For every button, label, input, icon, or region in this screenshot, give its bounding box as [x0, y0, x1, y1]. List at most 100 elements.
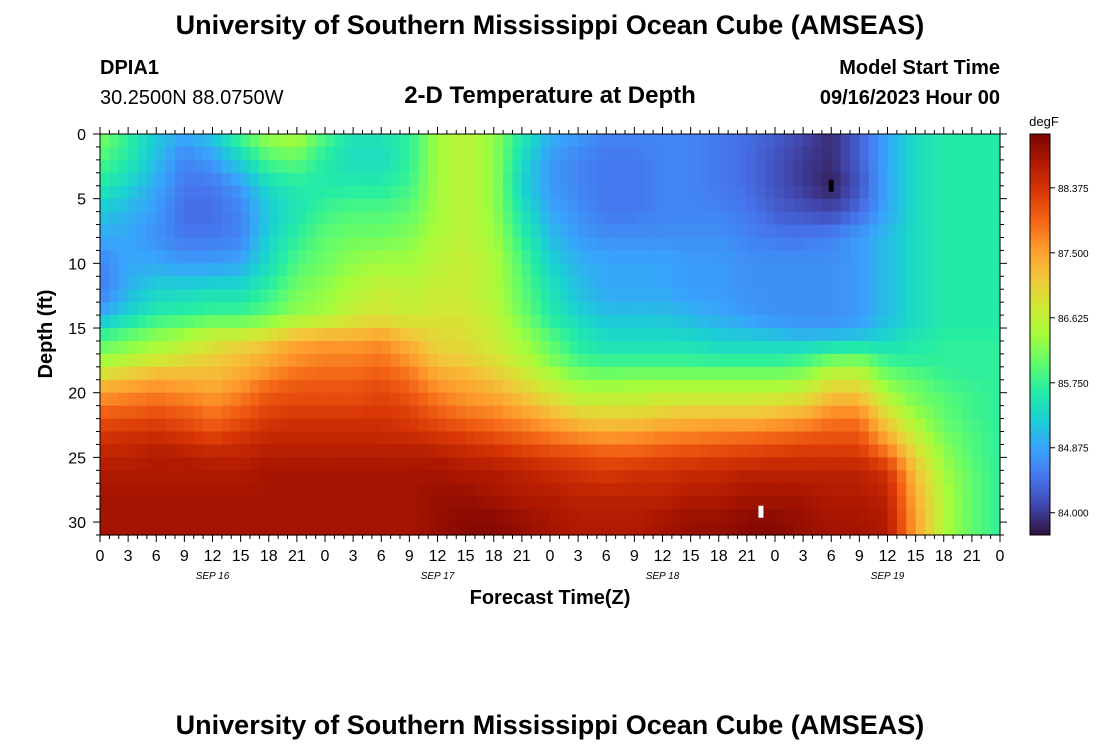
heat-cell: [971, 276, 982, 290]
heat-cell: [615, 250, 626, 264]
heat-cell: [737, 224, 748, 239]
heat-cell: [221, 289, 232, 303]
heat-cell: [521, 340, 532, 355]
heat-cell: [418, 509, 429, 523]
heat-cell: [550, 483, 560, 497]
heat-cell: [653, 276, 664, 290]
heat-cell: [559, 405, 570, 420]
heat-cell: [812, 379, 823, 394]
heat-cell: [484, 328, 495, 342]
heat-cell: [137, 159, 148, 174]
heat-cell: [128, 366, 139, 381]
heat-cell: [475, 483, 485, 497]
heat-cell: [390, 134, 401, 148]
heat-cell: [578, 522, 589, 536]
heat-cell: [850, 457, 860, 471]
heat-cell: [784, 509, 795, 523]
heat-cell: [390, 405, 401, 420]
heat-cell: [512, 522, 523, 536]
heat-cell: [240, 302, 251, 316]
heat-cell: [268, 483, 279, 497]
heat-cell: [296, 237, 307, 252]
heat-cell: [240, 328, 251, 342]
heat-cell: [325, 457, 335, 471]
heat-cell: [137, 457, 148, 471]
heat-cell: [850, 418, 860, 433]
heat-cell: [418, 211, 429, 226]
heat-cell: [456, 172, 467, 187]
heat-cell: [596, 340, 607, 355]
heat-cell: [156, 392, 167, 407]
heat-cell: [428, 379, 439, 394]
heat-cell: [887, 392, 898, 407]
heat-cell: [156, 211, 167, 226]
heat-cell: [840, 379, 851, 394]
heat-cell: [231, 302, 242, 316]
heat-cell: [128, 328, 139, 342]
heat-cell: [353, 509, 364, 523]
heat-cell: [184, 159, 195, 174]
heat-cell: [784, 289, 795, 303]
heat-cell: [681, 172, 692, 187]
heat-cell: [165, 340, 176, 355]
heat-cell: [418, 250, 429, 264]
heat-cell: [231, 392, 242, 407]
heat-cell: [690, 340, 701, 355]
heat-cell: [437, 470, 448, 484]
heat-cell: [915, 405, 926, 420]
heat-cell: [250, 250, 260, 264]
heat-cell: [212, 522, 223, 536]
heat-cell: [953, 509, 964, 523]
heat-cell: [437, 250, 448, 264]
heat-cell: [803, 224, 814, 239]
heat-cell: [596, 496, 607, 510]
heat-cell: [493, 134, 504, 148]
heat-cell: [550, 418, 560, 433]
heat-cell: [362, 172, 373, 187]
heat-cell: [775, 418, 785, 433]
heat-cell: [212, 315, 223, 329]
heat-cell: [540, 302, 551, 316]
heat-cell: [362, 211, 373, 226]
heat-cell: [390, 185, 401, 200]
heat-cell: [859, 211, 870, 226]
heat-cell: [325, 263, 335, 277]
heat-cell: [306, 185, 317, 200]
heat-cell: [493, 379, 504, 394]
heat-cell: [334, 392, 345, 407]
heat-cell: [100, 211, 110, 226]
heat-cell: [390, 250, 401, 264]
heat-cell: [943, 353, 954, 368]
heat-cell: [681, 483, 692, 497]
heat-cell: [709, 185, 720, 200]
heat-cell: [512, 392, 523, 407]
heat-cell: [840, 185, 851, 200]
heat-cell: [775, 159, 785, 174]
heat-cell: [784, 444, 795, 458]
heat-cell: [400, 405, 410, 420]
heat-cell: [887, 379, 898, 394]
heat-cell: [662, 146, 673, 161]
heat-cell: [409, 483, 420, 497]
heat-cell: [775, 237, 785, 252]
heat-cell: [325, 392, 335, 407]
heat-cell: [765, 496, 776, 510]
heat-cell: [278, 522, 289, 536]
heat-cell: [756, 328, 767, 342]
heat-cell: [428, 405, 439, 420]
heat-cell: [606, 276, 617, 290]
heat-cell: [325, 496, 335, 510]
heat-cell: [746, 444, 757, 458]
heat-cell: [100, 392, 110, 407]
heat-cell: [118, 457, 129, 471]
heat-cell: [953, 302, 964, 316]
heat-cell: [953, 353, 964, 368]
heat-cell: [428, 134, 439, 148]
heat-cell: [484, 522, 495, 536]
heat-cell: [718, 328, 729, 342]
heat-cell: [793, 444, 804, 458]
heat-cell: [128, 418, 139, 433]
heat-cell: [221, 444, 232, 458]
heat-cell: [690, 250, 701, 264]
heat-cell: [840, 431, 851, 446]
